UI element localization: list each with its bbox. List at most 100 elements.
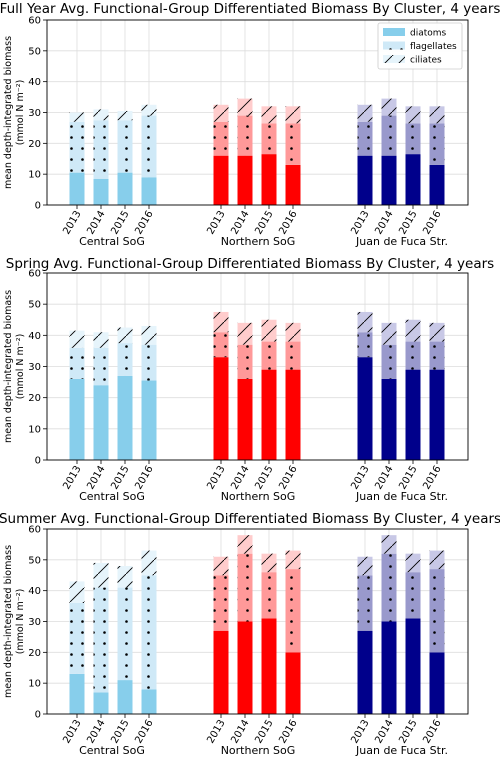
y-tick-label: 30 (28, 362, 41, 373)
bar-pattern-ciliates (117, 327, 133, 344)
bar-diatoms-northern-sog-2016 (285, 369, 301, 460)
bar-pattern-ciliates (69, 581, 85, 603)
group-label: Northern SoG (221, 744, 296, 757)
bar-pattern-flagellates (213, 575, 229, 631)
y-tick-label: 30 (28, 617, 41, 628)
bar-pattern-ciliates (285, 106, 301, 124)
group-label: Northern SoG (221, 235, 296, 248)
y-tick-label: 50 (28, 555, 41, 566)
bar-pattern-flagellates (429, 341, 445, 370)
bar-diatoms-central-sog-2014 (93, 178, 109, 205)
x-tick-label: 2016 (133, 209, 155, 237)
x-tick-label: 2016 (277, 464, 299, 492)
y-tick-label: 40 (28, 77, 41, 88)
y-tick-label: 0 (35, 456, 41, 467)
bar-pattern-flagellates (357, 121, 373, 156)
bar-diatoms-central-sog-2014 (93, 385, 109, 460)
y-tick-label: 10 (28, 170, 41, 181)
bar-pattern-ciliates (261, 106, 277, 124)
bar-pattern-ciliates (117, 566, 133, 588)
bar-diatoms-central-sog-2016 (141, 380, 157, 460)
bar-diatoms-juan-de-fuca-str--2015 (405, 154, 421, 205)
x-tick-label: 2016 (277, 209, 299, 237)
bar-pattern-ciliates (429, 550, 445, 570)
legend-swatch-pattern (383, 55, 405, 63)
bar-diatoms-juan-de-fuca-str--2016 (429, 369, 445, 460)
y-tick-label: 50 (28, 300, 41, 311)
x-tick-label: 2015 (397, 464, 419, 492)
bar-pattern-ciliates (117, 110, 133, 121)
bar-diatoms-juan-de-fuca-str--2016 (429, 164, 445, 205)
bar-pattern-flagellates (381, 344, 397, 379)
bar-pattern-flagellates (117, 120, 133, 173)
bar-pattern-flagellates (261, 123, 277, 155)
bar-pattern-ciliates (237, 322, 253, 345)
bar-diatoms-central-sog-2014 (93, 692, 109, 714)
group-label: Central SoG (79, 744, 145, 757)
bar-pattern-flagellates (117, 343, 133, 376)
chart-panel-2: Spring Avg. Functional-Group Differentia… (3, 256, 494, 503)
bar-diatoms-northern-sog-2015 (261, 618, 277, 714)
x-tick-label: 2013 (349, 718, 371, 746)
bar-pattern-ciliates (141, 325, 157, 345)
bar-pattern-ciliates (381, 535, 397, 554)
bar-diatoms-northern-sog-2013 (213, 155, 229, 205)
x-tick-label: 2015 (109, 209, 131, 237)
bar-diatoms-central-sog-2016 (141, 177, 157, 205)
y-axis-label: mean depth-integrated biomass (3, 545, 14, 698)
bar-pattern-flagellates (93, 347, 109, 386)
bar-pattern-flagellates (285, 341, 301, 370)
bar-pattern-flagellates (285, 123, 301, 165)
x-tick-label: 2014 (229, 718, 251, 746)
bar-pattern-flagellates (93, 120, 109, 179)
x-tick-label: 2015 (109, 718, 131, 746)
bar-diatoms-northern-sog-2016 (285, 652, 301, 714)
bar-diatoms-juan-de-fuca-str--2013 (357, 630, 373, 714)
chart-panel-1: Full Year Avg. Functional-Group Differen… (0, 1, 500, 248)
bar-diatoms-northern-sog-2014 (237, 621, 253, 714)
group-label: Northern SoG (221, 490, 296, 503)
bar-diatoms-central-sog-2013 (69, 378, 85, 460)
x-tick-label: 2013 (349, 464, 371, 492)
bar-pattern-flagellates (381, 553, 397, 622)
y-tick-label: 60 (28, 269, 41, 280)
group-label: Juan de Fuca Str. (355, 744, 448, 757)
x-tick-label: 2015 (253, 209, 275, 237)
bar-pattern-flagellates (69, 603, 85, 674)
bar-pattern-flagellates (69, 121, 85, 173)
x-tick-label: 2016 (277, 718, 299, 746)
bar-diatoms-juan-de-fuca-str--2014 (381, 378, 397, 460)
group-label: Juan de Fuca Str. (355, 235, 448, 248)
x-tick-label: 2013 (61, 209, 83, 237)
y-tick-label: 0 (35, 710, 41, 721)
bar-pattern-flagellates (285, 569, 301, 653)
y-tick-label: 20 (28, 648, 41, 659)
chart-panel-3: Summer Avg. Functional-Group Differentia… (0, 511, 500, 757)
bar-pattern-ciliates (405, 319, 421, 342)
bar-pattern-flagellates (141, 344, 157, 381)
bar-pattern-flagellates (213, 332, 229, 358)
bar-diatoms-central-sog-2013 (69, 673, 85, 714)
x-tick-label: 2013 (61, 718, 83, 746)
bar-pattern-ciliates (93, 332, 109, 348)
bar-pattern-flagellates (237, 553, 253, 622)
bar-pattern-ciliates (357, 104, 373, 122)
bar-pattern-ciliates (213, 104, 229, 122)
bar-pattern-flagellates (261, 572, 277, 619)
y-tick-label: 20 (28, 139, 41, 150)
legend-label: diatoms (410, 29, 447, 39)
axes-frame (46, 19, 469, 206)
x-tick-label: 2014 (373, 209, 395, 237)
x-tick-label: 2016 (133, 718, 155, 746)
x-tick-label: 2014 (85, 464, 107, 492)
bar-diatoms-juan-de-fuca-str--2014 (381, 155, 397, 205)
bar-pattern-ciliates (141, 550, 157, 576)
bar-pattern-ciliates (429, 106, 445, 124)
bar-pattern-ciliates (381, 322, 397, 345)
bar-pattern-flagellates (237, 344, 253, 379)
bar-diatoms-juan-de-fuca-str--2015 (405, 369, 421, 460)
bar-diatoms-northern-sog-2015 (261, 154, 277, 205)
legend-swatch-diatoms (383, 28, 405, 36)
group-label: Central SoG (79, 235, 145, 248)
